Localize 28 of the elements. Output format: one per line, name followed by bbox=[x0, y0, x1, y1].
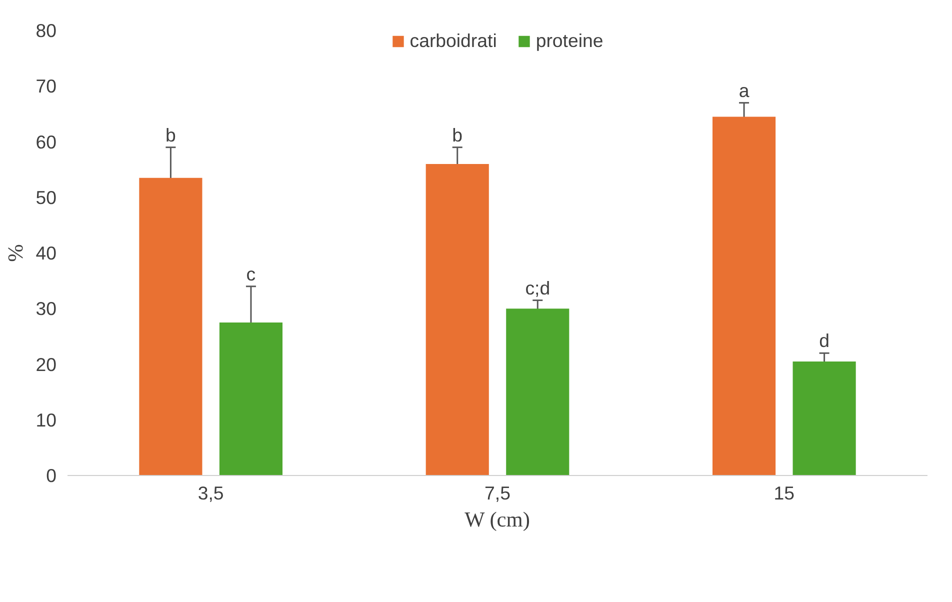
bar bbox=[792, 361, 856, 476]
x-tick-label: 3,5 bbox=[198, 482, 224, 504]
bar bbox=[506, 308, 570, 476]
y-tick-label: 0 bbox=[46, 465, 57, 486]
y-tick-label: 50 bbox=[36, 186, 57, 208]
bar bbox=[139, 178, 202, 476]
annotation: c bbox=[246, 263, 256, 284]
y-tick-label: 30 bbox=[36, 298, 57, 320]
annotation: b bbox=[452, 124, 463, 146]
y-tick-label: 40 bbox=[36, 242, 57, 264]
y-tick-label: 60 bbox=[36, 131, 57, 152]
y-tick-label: 80 bbox=[36, 20, 57, 41]
legend-label: carboidrati bbox=[410, 30, 497, 52]
bar bbox=[426, 164, 489, 476]
annotation: d bbox=[819, 330, 830, 352]
x-axis-title: W (cm) bbox=[464, 508, 530, 532]
annotation: a bbox=[738, 80, 750, 101]
bar bbox=[219, 322, 282, 476]
y-tick-label: 10 bbox=[36, 409, 57, 430]
x-tick-label: 15 bbox=[774, 482, 795, 504]
x-tick-label: 7,5 bbox=[484, 482, 510, 504]
bar bbox=[712, 116, 776, 476]
legend-label: proteine bbox=[536, 30, 604, 52]
y-tick-label: 70 bbox=[36, 76, 57, 97]
y-tick-label: 20 bbox=[36, 354, 57, 375]
y-axis-title: % bbox=[4, 244, 28, 262]
annotation: c;d bbox=[525, 277, 550, 298]
annotation: b bbox=[166, 124, 176, 146]
